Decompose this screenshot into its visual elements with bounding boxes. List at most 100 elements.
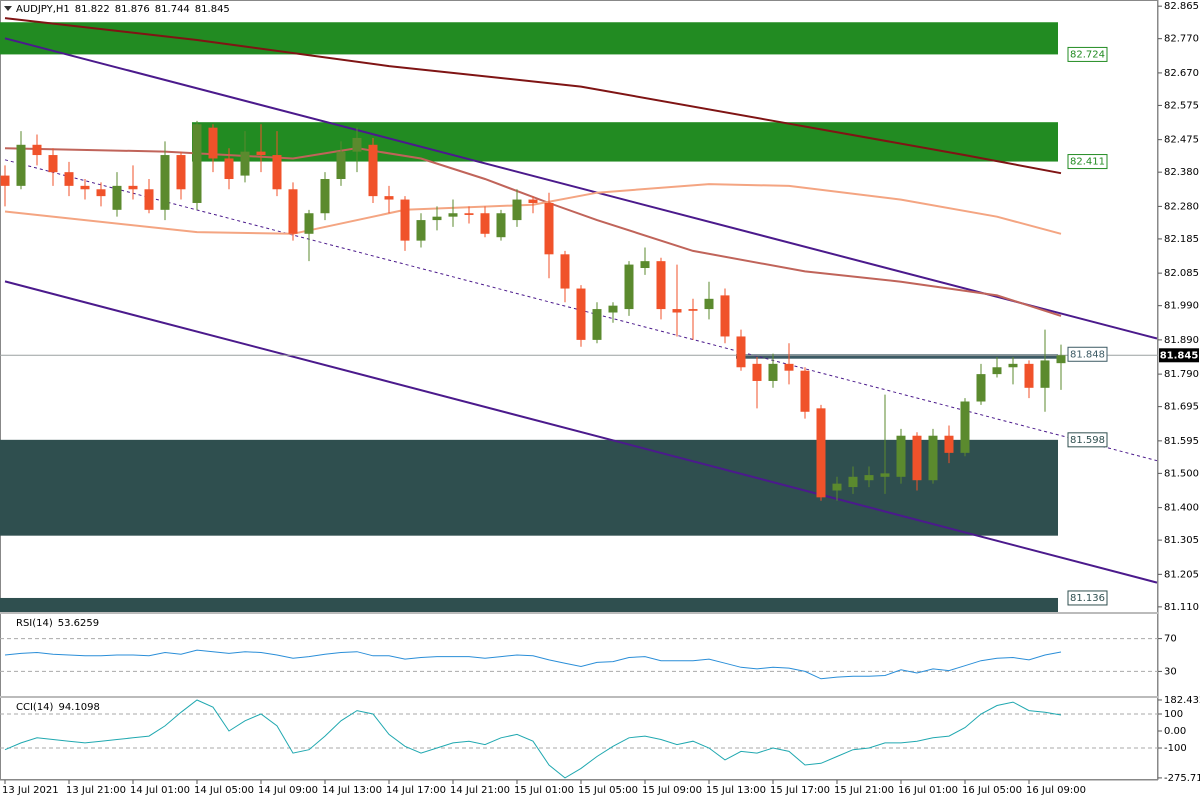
y-tick-label: -275.719 <box>1164 773 1200 784</box>
price-pane <box>0 17 1158 612</box>
header-part: 81.822 <box>75 4 110 15</box>
x-tick-label: 15 Jul 21:00 <box>834 785 894 796</box>
candle-body <box>640 261 650 269</box>
x-tick-label: 14 Jul 01:00 <box>130 785 190 796</box>
y-tick-label: 82.575 <box>1164 100 1199 111</box>
candle-body <box>240 151 250 176</box>
indicator-pane <box>0 638 1158 680</box>
y-tick-label: 81.595 <box>1164 436 1199 447</box>
y-tick-label: 81.990 <box>1164 301 1199 312</box>
candle-body <box>496 213 506 238</box>
zone-label: 81.848 <box>1070 349 1105 360</box>
pane-separator <box>0 612 1158 614</box>
x-tick-label: 13 Jul 21:00 <box>66 785 126 796</box>
header-part: RSI(14) <box>16 618 53 629</box>
candle-body <box>64 172 74 186</box>
candle-body <box>80 185 90 190</box>
zone <box>192 122 1058 162</box>
candle-body <box>720 295 730 337</box>
y-tick-label: 82.670 <box>1164 68 1199 79</box>
header-part: 81.845 <box>195 4 230 15</box>
candle-body <box>1008 363 1018 368</box>
y-tick-label: 100 <box>1164 709 1183 720</box>
y-tick-label: 82.475 <box>1164 135 1199 146</box>
candle-body <box>224 158 234 180</box>
y-tick-label: 81.790 <box>1164 369 1199 380</box>
candle-body <box>752 363 762 381</box>
candle-body <box>448 213 458 217</box>
candle-body <box>192 124 202 203</box>
candle-body <box>464 213 474 215</box>
indicator-line <box>4 649 1062 680</box>
candle-body <box>208 127 218 159</box>
y-tick-label: 30 <box>1164 666 1177 677</box>
moving-average <box>4 183 1062 235</box>
candle-body <box>896 435 906 477</box>
pane-separator <box>0 696 1158 698</box>
x-tick-label: 15 Jul 01:00 <box>514 785 574 796</box>
candle-body <box>624 264 634 310</box>
y-tick-label: 82.185 <box>1164 234 1199 245</box>
x-tick-label: 13 Jul 2021 <box>2 785 59 796</box>
candle-body <box>704 298 714 310</box>
candle-body <box>368 144 378 197</box>
candle-body <box>560 254 570 289</box>
candle-body <box>608 305 618 313</box>
candle-body <box>544 202 554 255</box>
zone-label: 82.724 <box>1070 49 1105 60</box>
candle-body <box>256 151 266 156</box>
candle-body <box>832 483 842 491</box>
zone <box>736 354 1058 359</box>
current-price-box <box>1159 348 1199 363</box>
candle-body <box>688 309 698 311</box>
candle-body <box>16 144 26 186</box>
y-tick-label: 0.00 <box>1164 726 1186 737</box>
candle-body <box>880 473 890 477</box>
y-tick-label: 70 <box>1164 634 1177 645</box>
candle-body <box>1040 360 1050 388</box>
candle-body <box>336 151 346 180</box>
zone <box>0 22 1058 55</box>
candle-body <box>928 435 938 481</box>
current-price-label: 81.845 <box>1160 350 1199 361</box>
header-part: 81.876 <box>115 4 150 15</box>
x-tick-label: 14 Jul 17:00 <box>386 785 446 796</box>
menu-triangle[interactable] <box>4 6 12 11</box>
candle-body <box>848 476 858 488</box>
x-tick-label: 14 Jul 09:00 <box>258 785 318 796</box>
x-tick-label: 16 Jul 05:00 <box>962 785 1022 796</box>
x-tick-label: 15 Jul 09:00 <box>642 785 702 796</box>
candle-body <box>160 155 170 210</box>
candle-body <box>672 309 682 313</box>
x-tick-label: 14 Jul 05:00 <box>194 785 254 796</box>
moving-average <box>4 17 1062 175</box>
indicator-header: AUDJPY,H1 81.822 81.876 81.744 81.845 <box>16 4 230 15</box>
header-part: AUDJPY,H1 <box>16 4 70 15</box>
zone-label-box <box>1067 432 1108 448</box>
candle-body <box>144 189 154 210</box>
indicator-header: RSI(14) 53.6259 <box>16 618 99 629</box>
y-tick-label: 81.400 <box>1164 503 1199 514</box>
zone <box>0 439 1058 536</box>
x-tick-label: 14 Jul 13:00 <box>322 785 382 796</box>
zone-label-box <box>1067 154 1108 170</box>
header-part: 53.6259 <box>58 618 99 629</box>
candle-body <box>0 175 10 186</box>
candle-body <box>288 189 298 234</box>
y-tick-label: 82.865 <box>1164 1 1199 12</box>
candle-body <box>384 196 394 200</box>
zone-label-box <box>1067 590 1108 606</box>
y-tick-label: 81.110 <box>1164 602 1199 613</box>
y-tick-label: 82.280 <box>1164 201 1199 212</box>
candle-body <box>1024 363 1034 388</box>
candle-body <box>1056 355 1066 364</box>
candle-body <box>864 475 874 481</box>
y-tick-label: 182.4326 <box>1164 695 1200 706</box>
candle-body <box>512 199 522 221</box>
y-tick-label: 82.085 <box>1164 268 1199 279</box>
candle-body <box>480 213 490 234</box>
zone-label: 82.411 <box>1070 157 1105 168</box>
candle-body <box>736 336 746 368</box>
x-tick-label: 15 Jul 13:00 <box>706 785 766 796</box>
